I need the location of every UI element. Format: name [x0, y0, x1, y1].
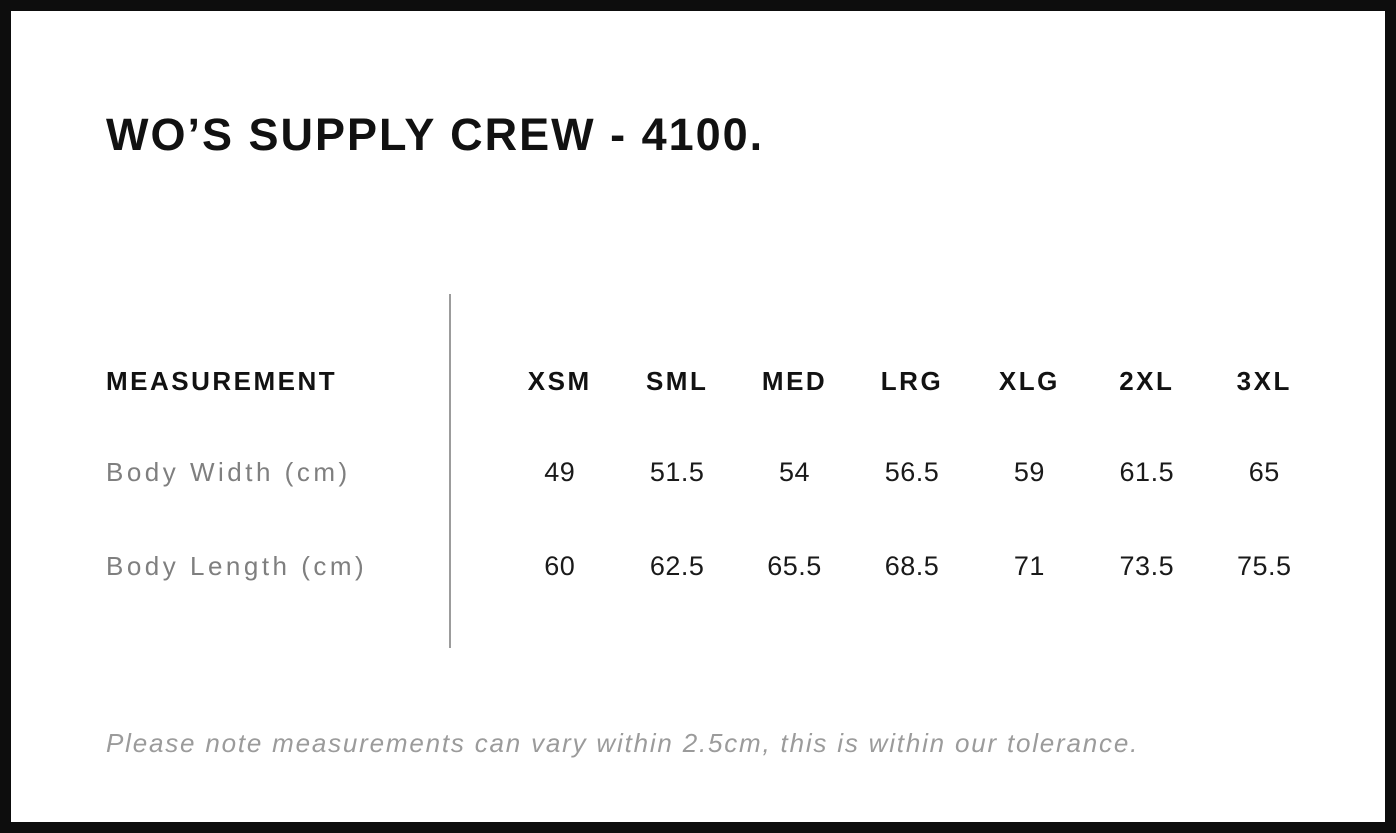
column-header-xlg: XLG: [998, 365, 1060, 396]
column-header-sml: SML: [645, 365, 709, 396]
body-length-xlg: 71: [1013, 550, 1045, 581]
column-header-med: MED: [761, 365, 828, 396]
column-header-2xl: 2XL: [1119, 365, 1175, 396]
row-label-body-length: Body Length (cm): [106, 550, 368, 581]
body-width-sml: 51.5: [649, 456, 705, 487]
body-length-sml: 62.5: [649, 550, 705, 581]
body-width-xsm: 49: [544, 456, 576, 487]
column-header-3xl: 3XL: [1236, 365, 1292, 396]
body-width-2xl: 61.5: [1119, 456, 1175, 487]
body-width-xlg: 59: [1013, 456, 1045, 487]
vertical-divider: [449, 294, 451, 648]
body-width-med: 54: [779, 456, 811, 487]
body-width-3xl: 65: [1248, 456, 1280, 487]
table-row-body-length: Body Length (cm) 60 62.5 65.5 68.5 71 73…: [106, 546, 1323, 586]
tolerance-note: Please note measurements can vary within…: [106, 728, 1140, 758]
body-length-med: 65.5: [767, 550, 822, 581]
column-header-lrg: LRG: [880, 365, 944, 396]
column-header-xsm: XSM: [527, 365, 592, 396]
body-width-lrg: 56.5: [884, 456, 940, 487]
page-title: WO’S SUPPLY CREW - 4100.: [106, 109, 765, 160]
body-length-lrg: 68.5: [884, 550, 940, 581]
column-header-measurement: MEASUREMENT: [106, 365, 338, 396]
body-length-2xl: 73.5: [1119, 550, 1175, 581]
row-label-body-width: Body Width (cm): [106, 456, 351, 487]
table-row-body-width: Body Width (cm) 49 51.5 54 56.5 59 61.5 …: [106, 452, 1323, 492]
body-length-xsm: 60: [544, 550, 576, 581]
body-length-3xl: 75.5: [1236, 550, 1292, 581]
table-header-row: MEASUREMENT XSM SML MED LRG XLG 2XL 3XL: [106, 361, 1323, 401]
